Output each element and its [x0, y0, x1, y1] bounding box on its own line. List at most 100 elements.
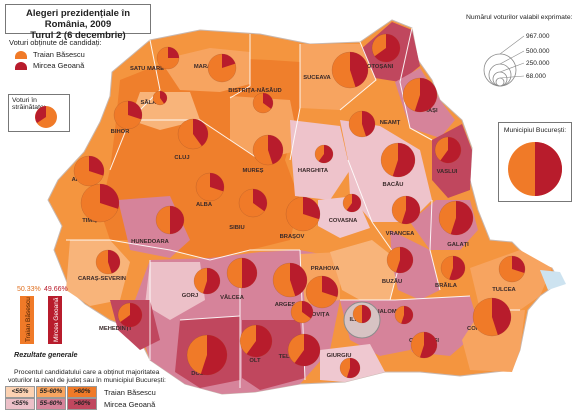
- pie-mures: [252, 134, 284, 166]
- shade-geoana-bin-1: 55-60%: [36, 398, 66, 410]
- county-label-mehedinti: MEHEDINȚI: [99, 326, 131, 332]
- bucharest-box: Municipiul București:: [498, 122, 572, 202]
- county-label-mures: MUREȘ: [243, 168, 264, 174]
- county-label-vaslui: VASLUI: [437, 169, 458, 175]
- county-label-hunedoara: HUNEDOARA: [131, 239, 169, 245]
- pie-dambovita: [290, 300, 314, 324]
- pie-bacau: [380, 142, 416, 178]
- pie-botosani: [371, 33, 401, 63]
- geoana-percent: 49.66%: [44, 286, 68, 293]
- county-label-bihor: BIHOR: [111, 129, 130, 135]
- pie-teleorman: [287, 333, 321, 367]
- county-label-sibiu: SIBIU: [229, 225, 244, 231]
- size-legend-heading: Numărul voturilor valabil exprimate:: [466, 14, 573, 21]
- county-label-tulcea: TULCEA: [492, 287, 516, 293]
- pie-satu-mare: [156, 46, 180, 70]
- pie-braila: [440, 255, 466, 281]
- pie-arges: [272, 262, 308, 298]
- pie-gorj: [193, 267, 221, 295]
- basescu-bar: [20, 296, 34, 344]
- pie-galati: [438, 200, 474, 236]
- county-label-bistrita-nasaud: BISTRIȚA-NĂSĂUD: [228, 87, 281, 94]
- size-value-4: 68.000: [526, 73, 546, 80]
- pie-hunedoara: [155, 205, 185, 235]
- county-label-neamt: NEAMȚ: [380, 120, 401, 126]
- pie-harghita: [314, 144, 334, 164]
- pie-cluj: [177, 118, 209, 150]
- pie-valcea: [226, 257, 258, 289]
- pie-brasov: [285, 196, 321, 232]
- county-label-galati: GALAȚI: [447, 242, 469, 248]
- pie-neamt: [348, 110, 376, 138]
- candidates-legend-heading: Voturi obținute de candidați:: [9, 38, 102, 47]
- pie-constanta: [472, 297, 512, 337]
- abroad-votes-label: Voturi în străinătate:: [12, 97, 46, 111]
- legend-item-geoana: Mircea Geoană: [9, 61, 102, 70]
- county-label-covasna: COVASNA: [329, 218, 358, 224]
- county-label-ialomita: IALOMIȚA: [378, 309, 407, 315]
- size-value-3: 250.000: [526, 60, 550, 67]
- geoana-marker-icon: [15, 61, 27, 70]
- map-title: Alegeri prezidențiale în România, 2009 T…: [5, 4, 151, 41]
- pie-calarasi: [410, 331, 438, 359]
- county-label-brasov: BRAȘOV: [280, 234, 305, 240]
- pie-tulcea: [498, 255, 526, 283]
- size-legend: [483, 35, 525, 87]
- pie-covasna: [342, 193, 362, 213]
- pie-sibiu: [238, 188, 268, 218]
- pie-alba: [195, 172, 225, 202]
- county-label-prahova: PRAHOVA: [311, 266, 340, 272]
- county-label-timis: TIMIȘ: [82, 218, 98, 224]
- bucharest-label: Municipiul București:: [503, 127, 567, 134]
- pie-maramures: [207, 53, 237, 83]
- size-value-2: 500.000: [526, 48, 550, 55]
- general-results-bars: Traian Băsescu Mircea Geoană: [20, 296, 62, 344]
- shading-legend-line-2: voturilor la nivel de județ sau în munic…: [8, 377, 166, 384]
- basescu-percent: 50.33%: [17, 286, 41, 293]
- county-label-bacau: BACĂU: [383, 181, 404, 188]
- county-label-suceava: SUCEAVA: [303, 75, 331, 81]
- county-label-alba: ALBA: [196, 202, 213, 208]
- county-label-gorj: GORJ: [182, 293, 198, 299]
- shading-row-basescu: <55% 55-60% >60% Traian Băsescu: [5, 386, 156, 398]
- pie-iasi: [402, 77, 438, 113]
- abroad-votes-box: Voturi în străinătate:: [8, 94, 70, 132]
- candidates-legend: Voturi obținute de candidați: Traian Băs…: [9, 38, 102, 70]
- pie-vaslui: [434, 136, 462, 164]
- county-label-caras-severin: CARAȘ-SEVERIN: [78, 276, 126, 282]
- county-label-cluj: CLUJ: [174, 155, 189, 161]
- pie-suceava: [331, 51, 369, 89]
- county-label-iasi: IAȘI: [426, 108, 438, 114]
- basescu-bar-label: Traian Băsescu: [25, 297, 32, 342]
- county-label-braila: BRĂILA: [435, 282, 458, 289]
- geoana-bar: [48, 296, 62, 344]
- pie-vrancea: [391, 195, 421, 225]
- shade-geoana-bin-2: >60%: [67, 398, 97, 410]
- county-label-valcea: VÂLCEA: [220, 294, 245, 301]
- pie-mehedinti: [117, 302, 143, 328]
- shading-legend-line-1: Procentul candidatului care a obținut ma…: [14, 369, 160, 376]
- shade-basescu-bin-1: 55-60%: [36, 386, 66, 398]
- legend-basescu-label: Traian Băsescu: [33, 50, 85, 59]
- basescu-marker-icon: [15, 50, 27, 59]
- county-label-buzau: BUZĂU: [382, 278, 402, 285]
- shade-geoana-candidate-label: Mircea Geoană: [104, 399, 156, 409]
- title-line-1: Alegeri prezidențiale în România, 2009: [26, 8, 130, 30]
- county-label-harghita: HARGHITA: [298, 168, 329, 174]
- pie-buzau: [386, 246, 414, 274]
- legend-item-basescu: Traian Băsescu: [9, 50, 102, 59]
- county-label-botosani: BOTOȘANI: [363, 64, 394, 70]
- shade-basescu-bin-0: <55%: [5, 386, 35, 398]
- pie-salaj: [152, 90, 168, 106]
- county-label-olt: OLT: [249, 358, 261, 364]
- shade-basescu-bin-2: >60%: [67, 386, 97, 398]
- shading-row-geoana: <55% 55-60% >60% Mircea Geoană: [5, 398, 155, 410]
- pie-olt: [239, 324, 273, 358]
- pie-bihor: [113, 100, 143, 130]
- county-label-dolj: DOLJ: [191, 371, 206, 377]
- county-label-salaj: SĂLAJ: [140, 99, 159, 106]
- pie-giurgiu: [339, 357, 361, 379]
- county-label-giurgiu: GIURGIU: [327, 353, 352, 359]
- pie-caras-severin: [95, 249, 121, 275]
